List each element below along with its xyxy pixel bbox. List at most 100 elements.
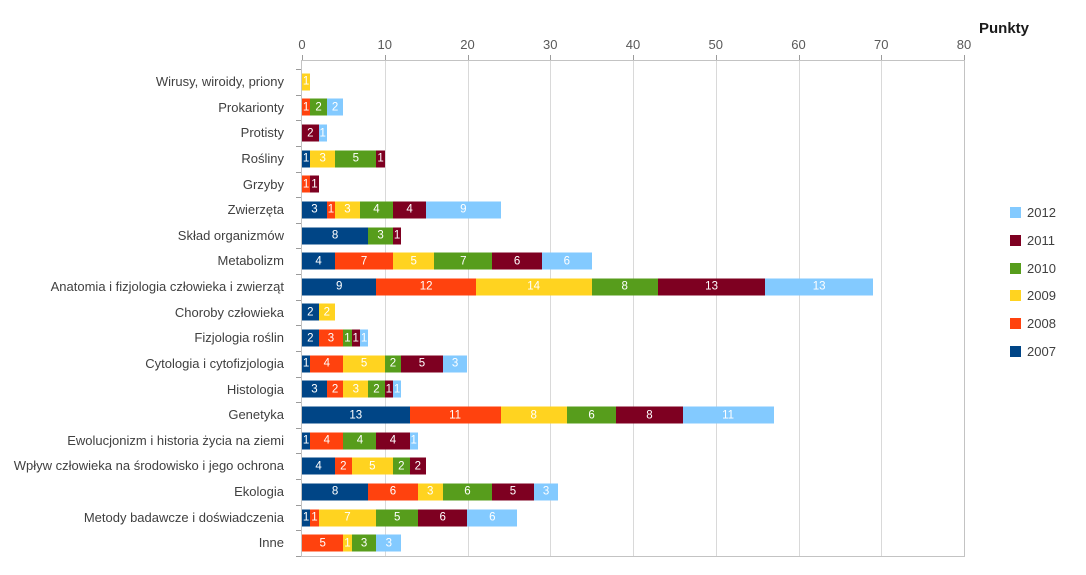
legend-item-2007: 2007	[1010, 337, 1056, 365]
bar-segment-2011: 1	[393, 227, 402, 245]
bar-segment-2008: 4	[310, 432, 344, 450]
bar-segment-2011: 2	[302, 124, 319, 142]
category-label: Ewolucjonizm i historia życia na ziemi	[67, 432, 284, 448]
bar-segment-2012: 1	[409, 432, 418, 450]
y-axis-tick	[296, 171, 301, 173]
gridline	[715, 61, 717, 556]
bar-segment-2010: 8	[591, 278, 658, 296]
category-label: Wirusy, wiroidy, priony	[155, 74, 284, 89]
bar-segment-2010: 2	[310, 98, 327, 116]
legend-label: 2007	[1027, 343, 1056, 359]
bar-segment-2012: 1	[359, 329, 369, 347]
bar-segment-2008: 1	[326, 201, 336, 219]
bar-segment-2010: 4	[343, 432, 377, 450]
bar-segment-2010: 2	[384, 355, 402, 373]
bar-segment-2010: 2	[393, 457, 410, 475]
y-axis-tick	[296, 69, 301, 70]
category-label: Anatomia i fizjologia człowieka i zwierz…	[50, 279, 284, 295]
bar-segment-2010: 2	[368, 380, 385, 398]
bar-segment-2010: 4	[359, 201, 393, 219]
category-label: Zwierzęta	[227, 202, 284, 218]
y-axis-tick	[296, 479, 301, 481]
legend-swatch-2012	[1010, 207, 1021, 219]
legend-item-2008: 2008	[1010, 310, 1056, 338]
bar-segment-2010: 6	[442, 483, 493, 501]
x-axis-tick	[384, 55, 386, 60]
bar-segment-2008: 2	[326, 380, 344, 398]
bar-segment-2011: 4	[392, 201, 427, 219]
category-axis: Wirusy, wiroidy, priony Prokarionty Protis…	[0, 61, 293, 556]
bar-segment-2009: 3	[417, 483, 443, 501]
bar-segment-2008: 12	[376, 278, 476, 296]
category-label: Rośliny	[241, 150, 284, 166]
bar-segment-2007: 4	[302, 457, 336, 475]
y-axis-tick	[296, 530, 301, 532]
bar-segment-2012: 6	[467, 509, 518, 527]
bar-segment-2010: 7	[434, 252, 493, 270]
bar-segment-2012: 13	[765, 278, 873, 296]
gridline	[467, 61, 469, 556]
bar-segment-2011: 1	[310, 175, 319, 193]
x-axis-tick	[715, 55, 717, 60]
bar-segment-2009: 7	[318, 509, 377, 527]
bar-segment-2007: 13	[302, 406, 410, 424]
bar-segment-2009: 2	[318, 303, 336, 321]
gridline	[550, 61, 552, 556]
x-axis-tick-label: 20	[460, 37, 475, 52]
x-axis-tick-label: 30	[543, 37, 558, 52]
legend-swatch-2008	[1010, 318, 1021, 330]
legend-label: 2008	[1027, 316, 1056, 332]
bar-segment-2007: 1	[302, 355, 311, 373]
y-axis-tick	[296, 350, 301, 352]
bar-segment-2010: 5	[335, 150, 377, 168]
x-axis-tick-label: 70	[874, 37, 889, 52]
category-label: Skład organizmów	[177, 227, 284, 243]
category-label: Histologia	[226, 381, 284, 397]
bar-segment-2008: 1	[302, 98, 311, 116]
y-axis-tick	[296, 453, 301, 455]
bar-segment-2007: 4	[302, 252, 336, 270]
bar-segment-2007: 8	[302, 483, 369, 501]
legend: 2012 2011 2010 2009 2008 2007	[1010, 199, 1056, 365]
y-axis-tick	[296, 556, 301, 557]
legend-item-2009: 2009	[1010, 282, 1056, 310]
gridline	[384, 61, 386, 556]
bar-segment-2008: 4	[310, 355, 344, 373]
category-label: Inne	[258, 535, 284, 551]
bar-segment-2007: 1	[302, 432, 311, 450]
legend-swatch-2007	[1010, 345, 1021, 357]
plot-area: 1 1 2 2 2 1 1 3 5 1 1 1 3 1 3 4 4 9 8 3 1 4 7 5 7 6 6 9 12 14 8 13 13 2 2 2…	[296, 60, 965, 557]
y-axis-tick	[296, 120, 301, 122]
bar-segment-2012: 6	[541, 252, 592, 270]
bar-segment-2007: 1	[302, 150, 311, 168]
gridline	[798, 61, 800, 556]
bar-segment-2007: 1	[302, 509, 311, 527]
chart-title: Punkty	[979, 20, 1030, 37]
bar-row: 9 12 14 8 13 13	[302, 274, 964, 300]
y-axis-tick	[296, 325, 301, 327]
y-axis-tick	[296, 376, 301, 378]
category-label: Choroby człowieka	[174, 304, 284, 320]
y-axis-tick	[296, 222, 301, 224]
bar-segment-2007: 2	[302, 329, 319, 347]
bar-segment-2009: 3	[335, 201, 360, 219]
stacked-bar: 9 12 14 8 13 13	[302, 278, 873, 296]
category-label: Prokarionty	[218, 99, 284, 115]
bar-segment-2011: 13	[657, 278, 766, 296]
x-axis-tick	[964, 55, 965, 60]
category-label: Fizjologia roślin	[194, 330, 284, 346]
bar-segment-2012: 3	[442, 355, 468, 373]
bar-segment-2009: 5	[351, 457, 394, 475]
bar-segment-2008: 3	[318, 329, 344, 347]
bar-segment-2010: 6	[566, 406, 617, 424]
x-axis-tick	[467, 55, 469, 60]
y-axis-tick	[296, 145, 301, 147]
